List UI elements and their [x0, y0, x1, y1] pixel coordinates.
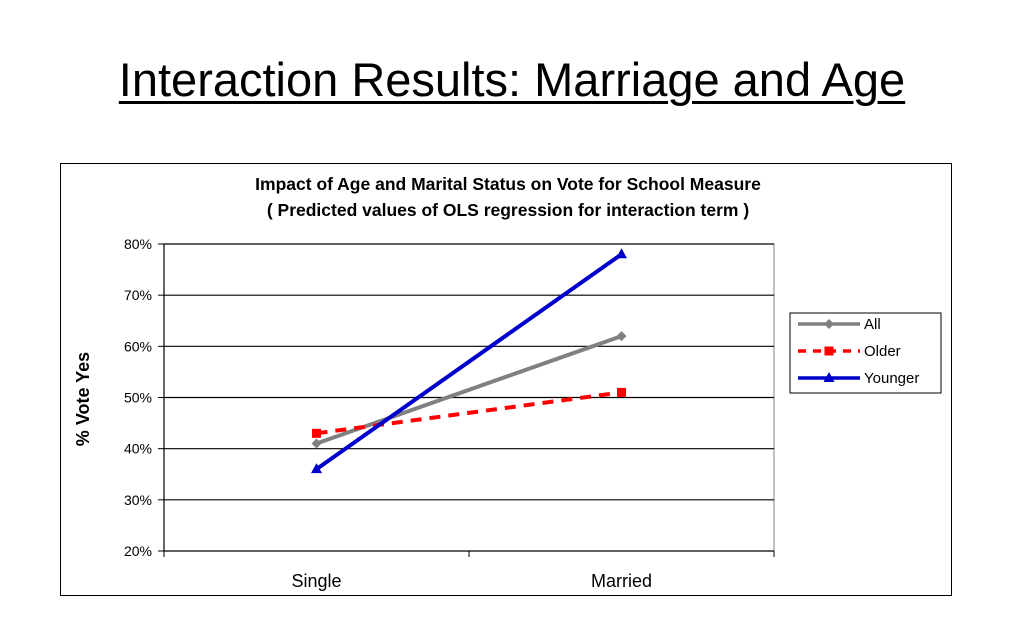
y-tick-label: 20%	[124, 543, 152, 559]
gridlines	[163, 243, 775, 552]
y-tick-label: 70%	[124, 287, 152, 303]
legend-label-all: All	[864, 316, 881, 333]
chart-title: Impact of Age and Marital Status on Vote…	[255, 174, 761, 194]
data-point-younger	[311, 463, 322, 474]
x-tick-label: Single	[291, 571, 341, 591]
data-point-all	[311, 438, 322, 449]
legend-marker-older	[824, 346, 834, 356]
data-point-older	[617, 387, 626, 397]
y-axis-label: % Vote Yes	[73, 352, 93, 446]
legend: All Older Younger	[789, 312, 942, 394]
y-tick-label: 30%	[124, 492, 152, 508]
data-point-older	[312, 428, 321, 438]
data-point-all	[616, 331, 627, 342]
y-tick-label: 80%	[124, 236, 152, 252]
y-tick-label: 50%	[124, 390, 152, 406]
legend-box	[789, 312, 942, 394]
y-tick-label: 40%	[124, 441, 152, 457]
axes: 20% 30% 40% 50% 60% 70% 80% Single Married	[124, 236, 775, 591]
line-chart: Impact of Age and Marital Status on Vote…	[73, 174, 942, 591]
chart-frame: Impact of Age and Marital Status on Vote…	[60, 163, 952, 596]
legend-marker-all	[824, 319, 834, 329]
series-line-older	[316, 390, 622, 436]
series-line-younger	[315, 252, 623, 471]
x-tick-label: Married	[591, 571, 652, 591]
series-line-all	[315, 334, 623, 446]
chart-subtitle: ( Predicted values of OLS regression for…	[267, 200, 749, 220]
y-tick-label: 60%	[124, 338, 152, 354]
slide-title: Interaction Results: Marriage and Age	[118, 53, 906, 106]
data-point-younger	[616, 248, 627, 259]
legend-label-younger: Younger	[864, 370, 919, 387]
legend-marker-younger	[823, 372, 835, 382]
legend-label-older: Older	[864, 343, 901, 360]
series-layer	[311, 248, 627, 474]
